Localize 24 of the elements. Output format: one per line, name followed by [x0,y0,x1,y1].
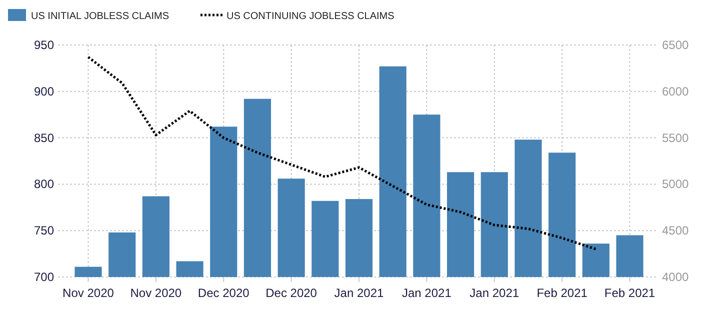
y-tick-label: 900 [34,84,54,98]
legend-label: US CONTINUING JOBLESS CLAIMS [226,11,395,22]
x-tick-label: Dec 2020 [266,286,318,300]
y-tick-label: 700 [34,270,54,284]
x-tick-label: Nov 2020 [62,286,114,300]
legend-label: US INITIAL JOBLESS CLAIMS [31,11,170,22]
x-tick-label: Feb 2021 [536,286,588,300]
line-series [86,56,598,250]
x-tick-label: Jan 2021 [402,286,452,300]
x-tick-label: Feb 2021 [604,286,656,300]
y2-tick-label: 6000 [662,84,690,98]
y-tick-label: 850 [34,130,54,145]
y-tick-label: 800 [34,177,54,192]
y2-tick-label: 6500 [662,38,690,52]
y-tick-label: 950 [34,38,54,52]
y2-tick-label: 4000 [662,270,690,284]
y-tick-label: 750 [34,224,54,238]
x-tick-label: Jan 2021 [334,286,384,300]
y2-tick-label: 5500 [662,130,690,145]
x-tick-label: Nov 2020 [130,286,182,300]
x-tick-label: Jan 2021 [470,286,520,300]
x-tick-label: Dec 2020 [198,286,250,300]
y2-tick-label: 4500 [662,224,690,238]
y2-tick-label: 5000 [662,177,690,192]
